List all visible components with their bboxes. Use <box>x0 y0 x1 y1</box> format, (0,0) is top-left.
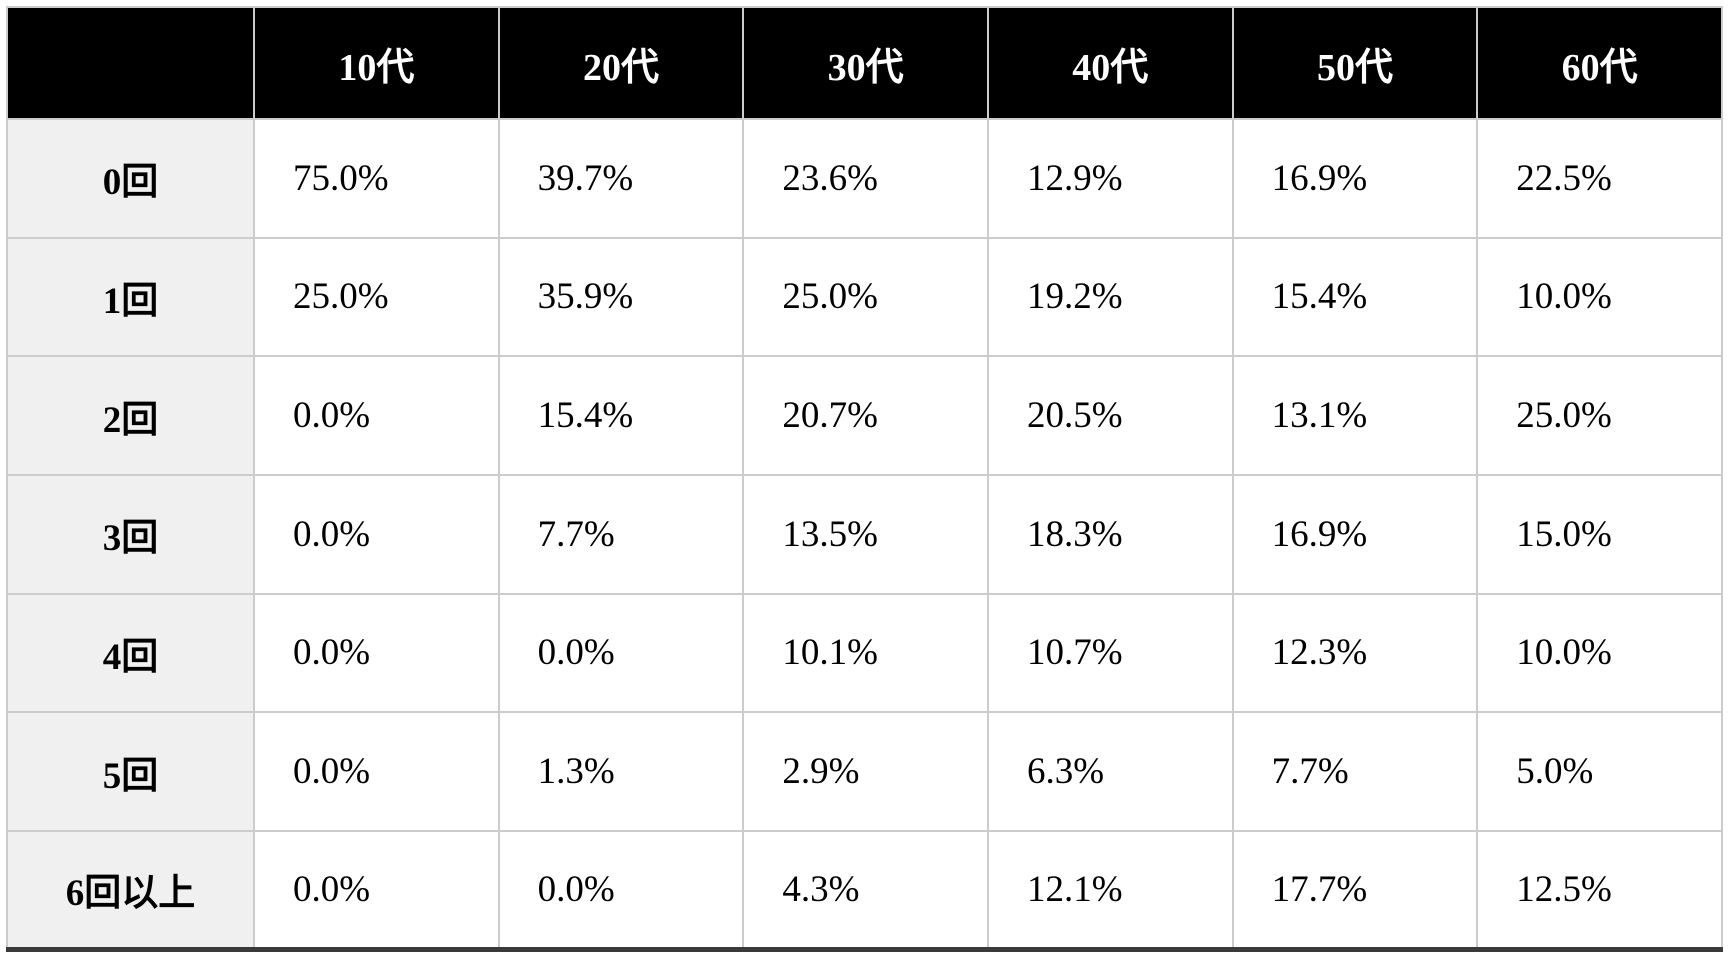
table-cell: 19.2% <box>986 236 1234 358</box>
row-header: 6回以上 <box>6 829 255 951</box>
table-cell: 12.3% <box>1231 592 1479 714</box>
table-cell: 0.0% <box>497 829 745 951</box>
table-cell: 20.5% <box>986 355 1234 476</box>
column-header-60s: 60代 <box>1476 6 1723 120</box>
table-cell: 35.9% <box>497 236 745 358</box>
table-cell: 0.0% <box>253 711 500 832</box>
table-row: 5回 0.0% 1.3% 2.9% 6.3% 7.7% 5.0% <box>6 711 1723 832</box>
table-row: 3回 0.0% 7.7% 13.5% 18.3% 16.9% 15.0% <box>6 473 1723 595</box>
table-cell: 25.0% <box>253 236 500 358</box>
table-cell: 2.9% <box>742 711 989 832</box>
row-header: 0回 <box>6 118 255 239</box>
column-header-40s: 40代 <box>986 6 1234 120</box>
row-header: 2回 <box>6 355 255 476</box>
table-row: 1回 25.0% 35.9% 25.0% 19.2% 15.4% 10.0% <box>6 236 1723 358</box>
table-cell: 12.9% <box>986 118 1234 239</box>
table-row: 6回以上 0.0% 0.0% 4.3% 12.1% 17.7% 12.5% <box>6 829 1723 951</box>
table-cell: 10.0% <box>1476 592 1723 714</box>
row-header: 4回 <box>6 592 255 714</box>
table-cell: 0.0% <box>497 592 745 714</box>
table-cell: 25.0% <box>742 236 989 358</box>
table-cell: 0.0% <box>253 473 500 595</box>
column-header-10s: 10代 <box>253 6 500 120</box>
table-cell: 17.7% <box>1231 829 1479 951</box>
table-cell: 6.3% <box>986 711 1234 832</box>
table-cell: 75.0% <box>253 118 500 239</box>
table-row: 2回 0.0% 15.4% 20.7% 20.5% 13.1% 25.0% <box>6 355 1723 476</box>
table-cell: 0.0% <box>253 592 500 714</box>
table-cell: 18.3% <box>986 473 1234 595</box>
row-header: 1回 <box>6 236 255 358</box>
table-cell: 7.7% <box>1231 711 1479 832</box>
header-row: 10代 20代 30代 40代 50代 60代 <box>6 6 1723 120</box>
table-cell: 10.0% <box>1476 236 1723 358</box>
table-cell: 12.1% <box>986 829 1234 951</box>
table-cell: 5.0% <box>1476 711 1723 832</box>
table-cell: 0.0% <box>253 829 500 951</box>
table-cell: 10.1% <box>742 592 989 714</box>
table-cell: 39.7% <box>497 118 745 239</box>
row-header: 3回 <box>6 473 255 595</box>
table-cell: 16.9% <box>1231 118 1479 239</box>
corner-cell <box>6 6 255 120</box>
column-header-30s: 30代 <box>742 6 989 120</box>
table-cell: 22.5% <box>1476 118 1723 239</box>
table-cell: 16.9% <box>1231 473 1479 595</box>
table-cell: 15.0% <box>1476 473 1723 595</box>
age-frequency-table: 10代 20代 30代 40代 50代 60代 0回 75.0% 39.7% 2… <box>6 6 1723 952</box>
row-header: 5回 <box>6 711 255 832</box>
table-cell: 1.3% <box>497 711 745 832</box>
table-cell: 25.0% <box>1476 355 1723 476</box>
table-cell: 4.3% <box>742 829 989 951</box>
table-cell: 15.4% <box>1231 236 1479 358</box>
table-row: 0回 75.0% 39.7% 23.6% 12.9% 16.9% 22.5% <box>6 118 1723 239</box>
table-cell: 12.5% <box>1476 829 1723 951</box>
table-cell: 20.7% <box>742 355 989 476</box>
table-cell: 13.5% <box>742 473 989 595</box>
table-row: 4回 0.0% 0.0% 10.1% 10.7% 12.3% 10.0% <box>6 592 1723 714</box>
table-cell: 7.7% <box>497 473 745 595</box>
table-cell: 10.7% <box>986 592 1234 714</box>
table-cell: 13.1% <box>1231 355 1479 476</box>
column-header-50s: 50代 <box>1231 6 1479 120</box>
table-cell: 23.6% <box>742 118 989 239</box>
column-header-20s: 20代 <box>497 6 745 120</box>
table-cell: 0.0% <box>253 355 500 476</box>
table-cell: 15.4% <box>497 355 745 476</box>
